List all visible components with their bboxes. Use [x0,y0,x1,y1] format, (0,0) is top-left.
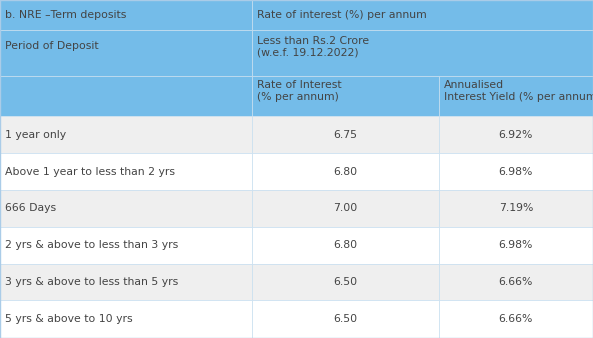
Bar [0,30,252,76]
Bar [0,0,252,30]
Bar [252,227,439,264]
Text: Rate of interest (%) per annum: Rate of interest (%) per annum [257,10,426,20]
Text: Above 1 year to less than 2 yrs: Above 1 year to less than 2 yrs [5,167,175,176]
Text: 2 yrs & above to less than 3 yrs: 2 yrs & above to less than 3 yrs [5,240,178,250]
Text: 6.98%: 6.98% [499,240,533,250]
Bar [252,300,439,338]
Text: 6.66%: 6.66% [499,277,533,287]
Text: Less than Rs.2 Crore
(w.e.f. 19.12.2022): Less than Rs.2 Crore (w.e.f. 19.12.2022) [257,35,369,57]
Bar [0,153,252,190]
Bar [252,190,439,227]
Text: 6.66%: 6.66% [499,314,533,324]
Text: 6.50: 6.50 [333,277,358,287]
Bar [439,76,593,116]
Bar [0,264,252,300]
Bar [439,116,593,153]
Text: 7.00: 7.00 [333,203,358,213]
Bar [439,264,593,300]
Text: 5 yrs & above to 10 yrs: 5 yrs & above to 10 yrs [5,314,132,324]
Bar [439,300,593,338]
Text: Period of Deposit: Period of Deposit [5,41,98,51]
Text: 6.75: 6.75 [333,130,358,140]
Text: Rate of Interest
(% per annum): Rate of Interest (% per annum) [257,80,342,102]
Text: 6.50: 6.50 [333,314,358,324]
Bar [252,0,593,30]
Text: Annualised
Interest Yield (% per annum) *: Annualised Interest Yield (% per annum) … [444,80,593,102]
Bar [0,300,252,338]
Text: 6.80: 6.80 [333,240,358,250]
Text: 6.92%: 6.92% [499,130,533,140]
Bar [439,153,593,190]
Bar [439,227,593,264]
Bar [0,116,252,153]
Text: 6.80: 6.80 [333,167,358,176]
Bar [252,30,593,76]
Text: 7.19%: 7.19% [499,203,533,213]
Text: b. NRE –Term deposits: b. NRE –Term deposits [5,10,126,20]
Bar [252,116,439,153]
Text: 1 year only: 1 year only [5,130,66,140]
Bar [252,153,439,190]
Bar [0,227,252,264]
Text: 6.98%: 6.98% [499,167,533,176]
Text: 666 Days: 666 Days [5,203,56,213]
Bar [0,76,252,116]
Bar [252,264,439,300]
Bar [252,76,439,116]
Bar [0,190,252,227]
Bar [439,190,593,227]
Text: 3 yrs & above to less than 5 yrs: 3 yrs & above to less than 5 yrs [5,277,178,287]
